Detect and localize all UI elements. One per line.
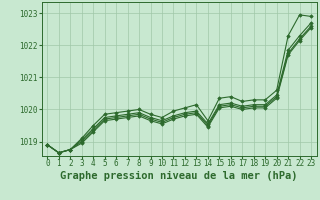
X-axis label: Graphe pression niveau de la mer (hPa): Graphe pression niveau de la mer (hPa)	[60, 171, 298, 181]
